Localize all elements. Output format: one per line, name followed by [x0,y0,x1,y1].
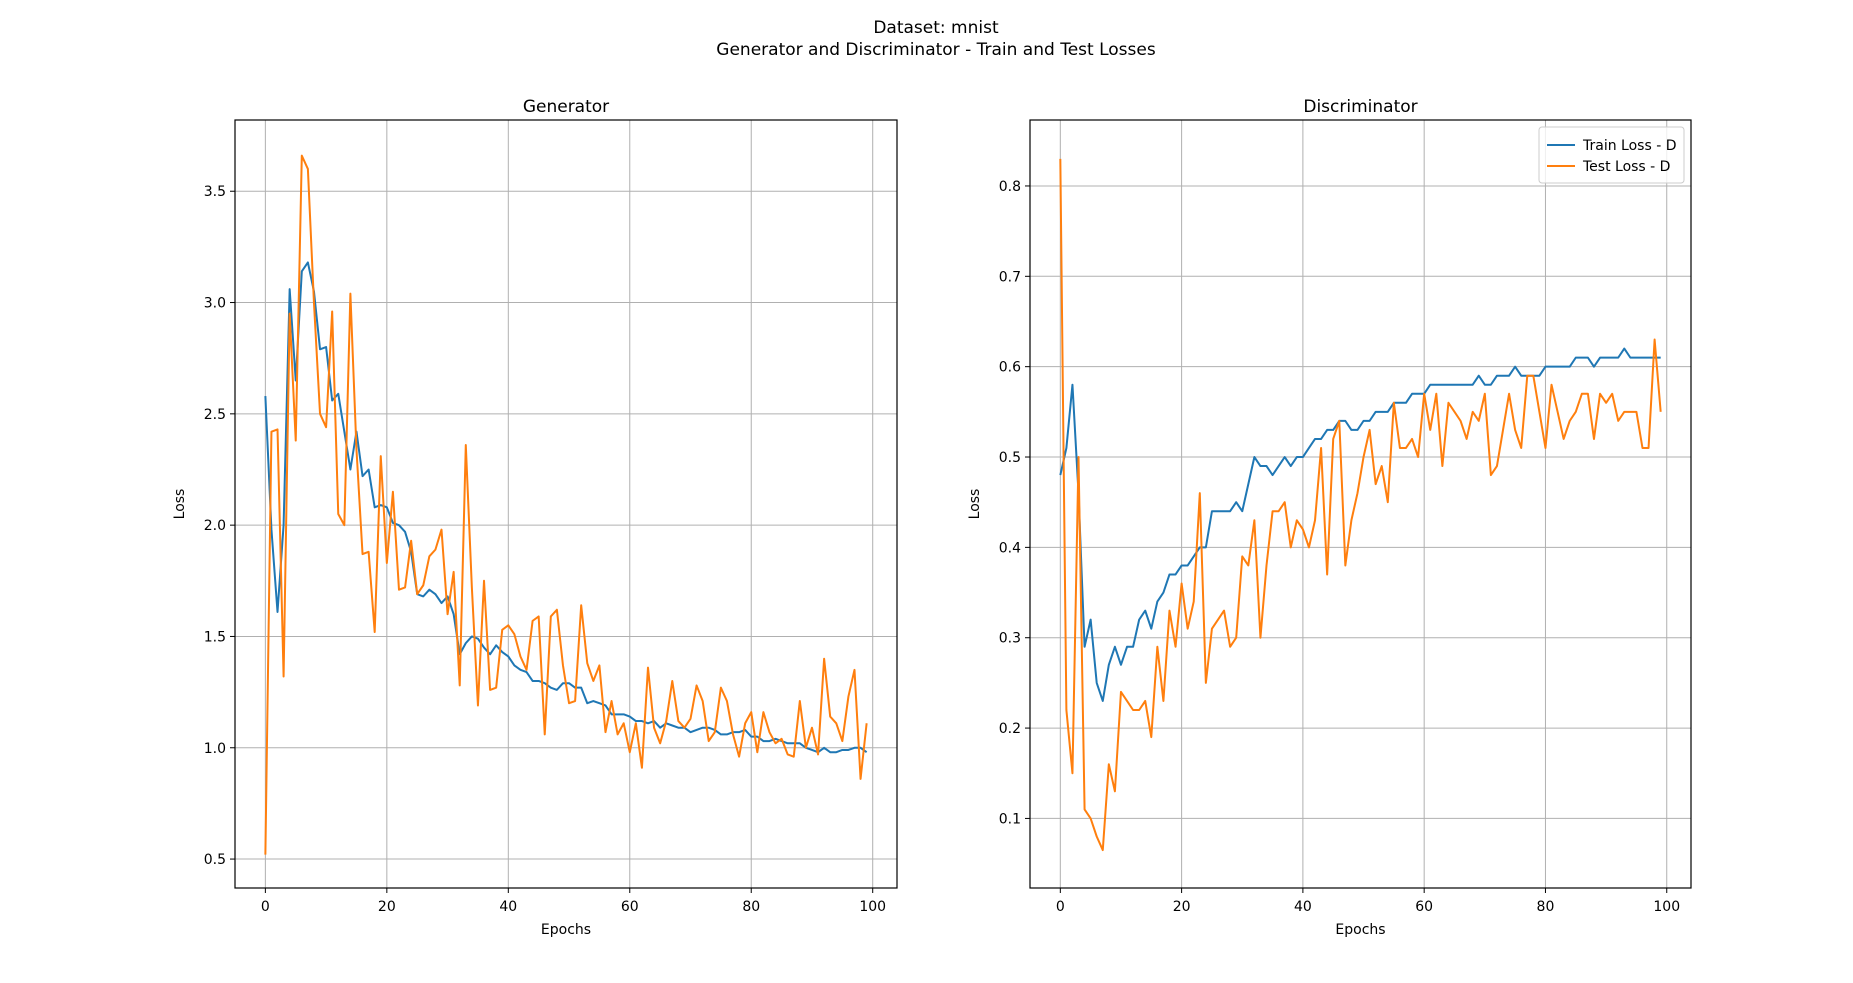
discriminator-x-tick-label: 20 [1173,899,1191,915]
generator-y-tick-label: 2.0 [204,518,226,534]
discriminator-y-tick-label: 0.6 [999,360,1021,376]
generator-x-tick-label: 80 [742,899,760,915]
figure-suptitle-line2: Generator and Discriminator - Train and … [716,40,1156,60]
discriminator-title: Discriminator [1303,97,1417,117]
discriminator-x-tick-label: 40 [1294,899,1312,915]
generator-x-tick-label: 40 [499,899,517,915]
discriminator-x-tick-label: 80 [1537,899,1555,915]
discriminator-y-axis-label: Loss [967,489,983,520]
discriminator-x-axis-label: Epochs [1335,922,1385,938]
generator-title: Generator [523,97,609,117]
generator-y-tick-label: 1.0 [204,741,226,757]
discriminator-legend-label-train: Train Loss - D [1582,138,1676,154]
generator-y-tick-label: 1.5 [204,629,226,645]
discriminator-axes: 0 20 40 60 80 100 0.1 0.2 0.3 0.4 0.5 0.6 0.7 0.8 Disc… [967,97,1692,938]
generator-x-tick-label: 100 [859,899,886,915]
generator-y-axis-label: Loss [172,489,188,520]
discriminator-x-tick-label: 60 [1415,899,1433,915]
discriminator-y-tick-label: 0.8 [999,179,1021,195]
discriminator-x-tick-label: 100 [1653,899,1680,915]
discriminator-axes-frame [1029,119,1692,889]
discriminator-x-tick-label: 0 [1056,899,1065,915]
discriminator-y-tick-label: 0.3 [999,631,1021,647]
generator-y-tick-label: 0.5 [204,852,226,868]
generator-axes: 0 20 40 60 80 100 0.5 1.0 1.5 2.0 2.5 3.0 3.5 Generat… [172,97,898,938]
generator-x-tick-label: 0 [261,899,270,915]
generator-y-tick-label: 3.0 [204,296,226,312]
discriminator-test-loss-line [1059,158,1662,852]
discriminator-y-tick-label: 0.5 [999,450,1021,466]
generator-axes-frame [234,119,898,889]
discriminator-legend: Train Loss - D Test Loss - D [1538,126,1685,184]
generator-y-tick-label: 2.5 [204,407,226,423]
generator-test-loss-line [264,154,868,855]
generator-x-tick-label: 60 [621,899,639,915]
discriminator-y-tick-label: 0.2 [999,721,1021,737]
discriminator-legend-label-test: Test Loss - D [1582,159,1670,175]
discriminator-y-tick-label: 0.7 [999,269,1021,285]
discriminator-legend-box [1538,126,1685,184]
discriminator-train-loss-line [1059,347,1661,702]
discriminator-y-tick-label: 0.4 [999,540,1021,556]
figure-suptitle-line1: Dataset: mnist [873,18,999,38]
generator-x-tick-label: 20 [378,899,396,915]
discriminator-y-tick-label: 0.1 [999,811,1021,827]
generator-y-tick-label: 3.5 [204,184,226,200]
generator-x-axis-label: Epochs [541,922,591,938]
